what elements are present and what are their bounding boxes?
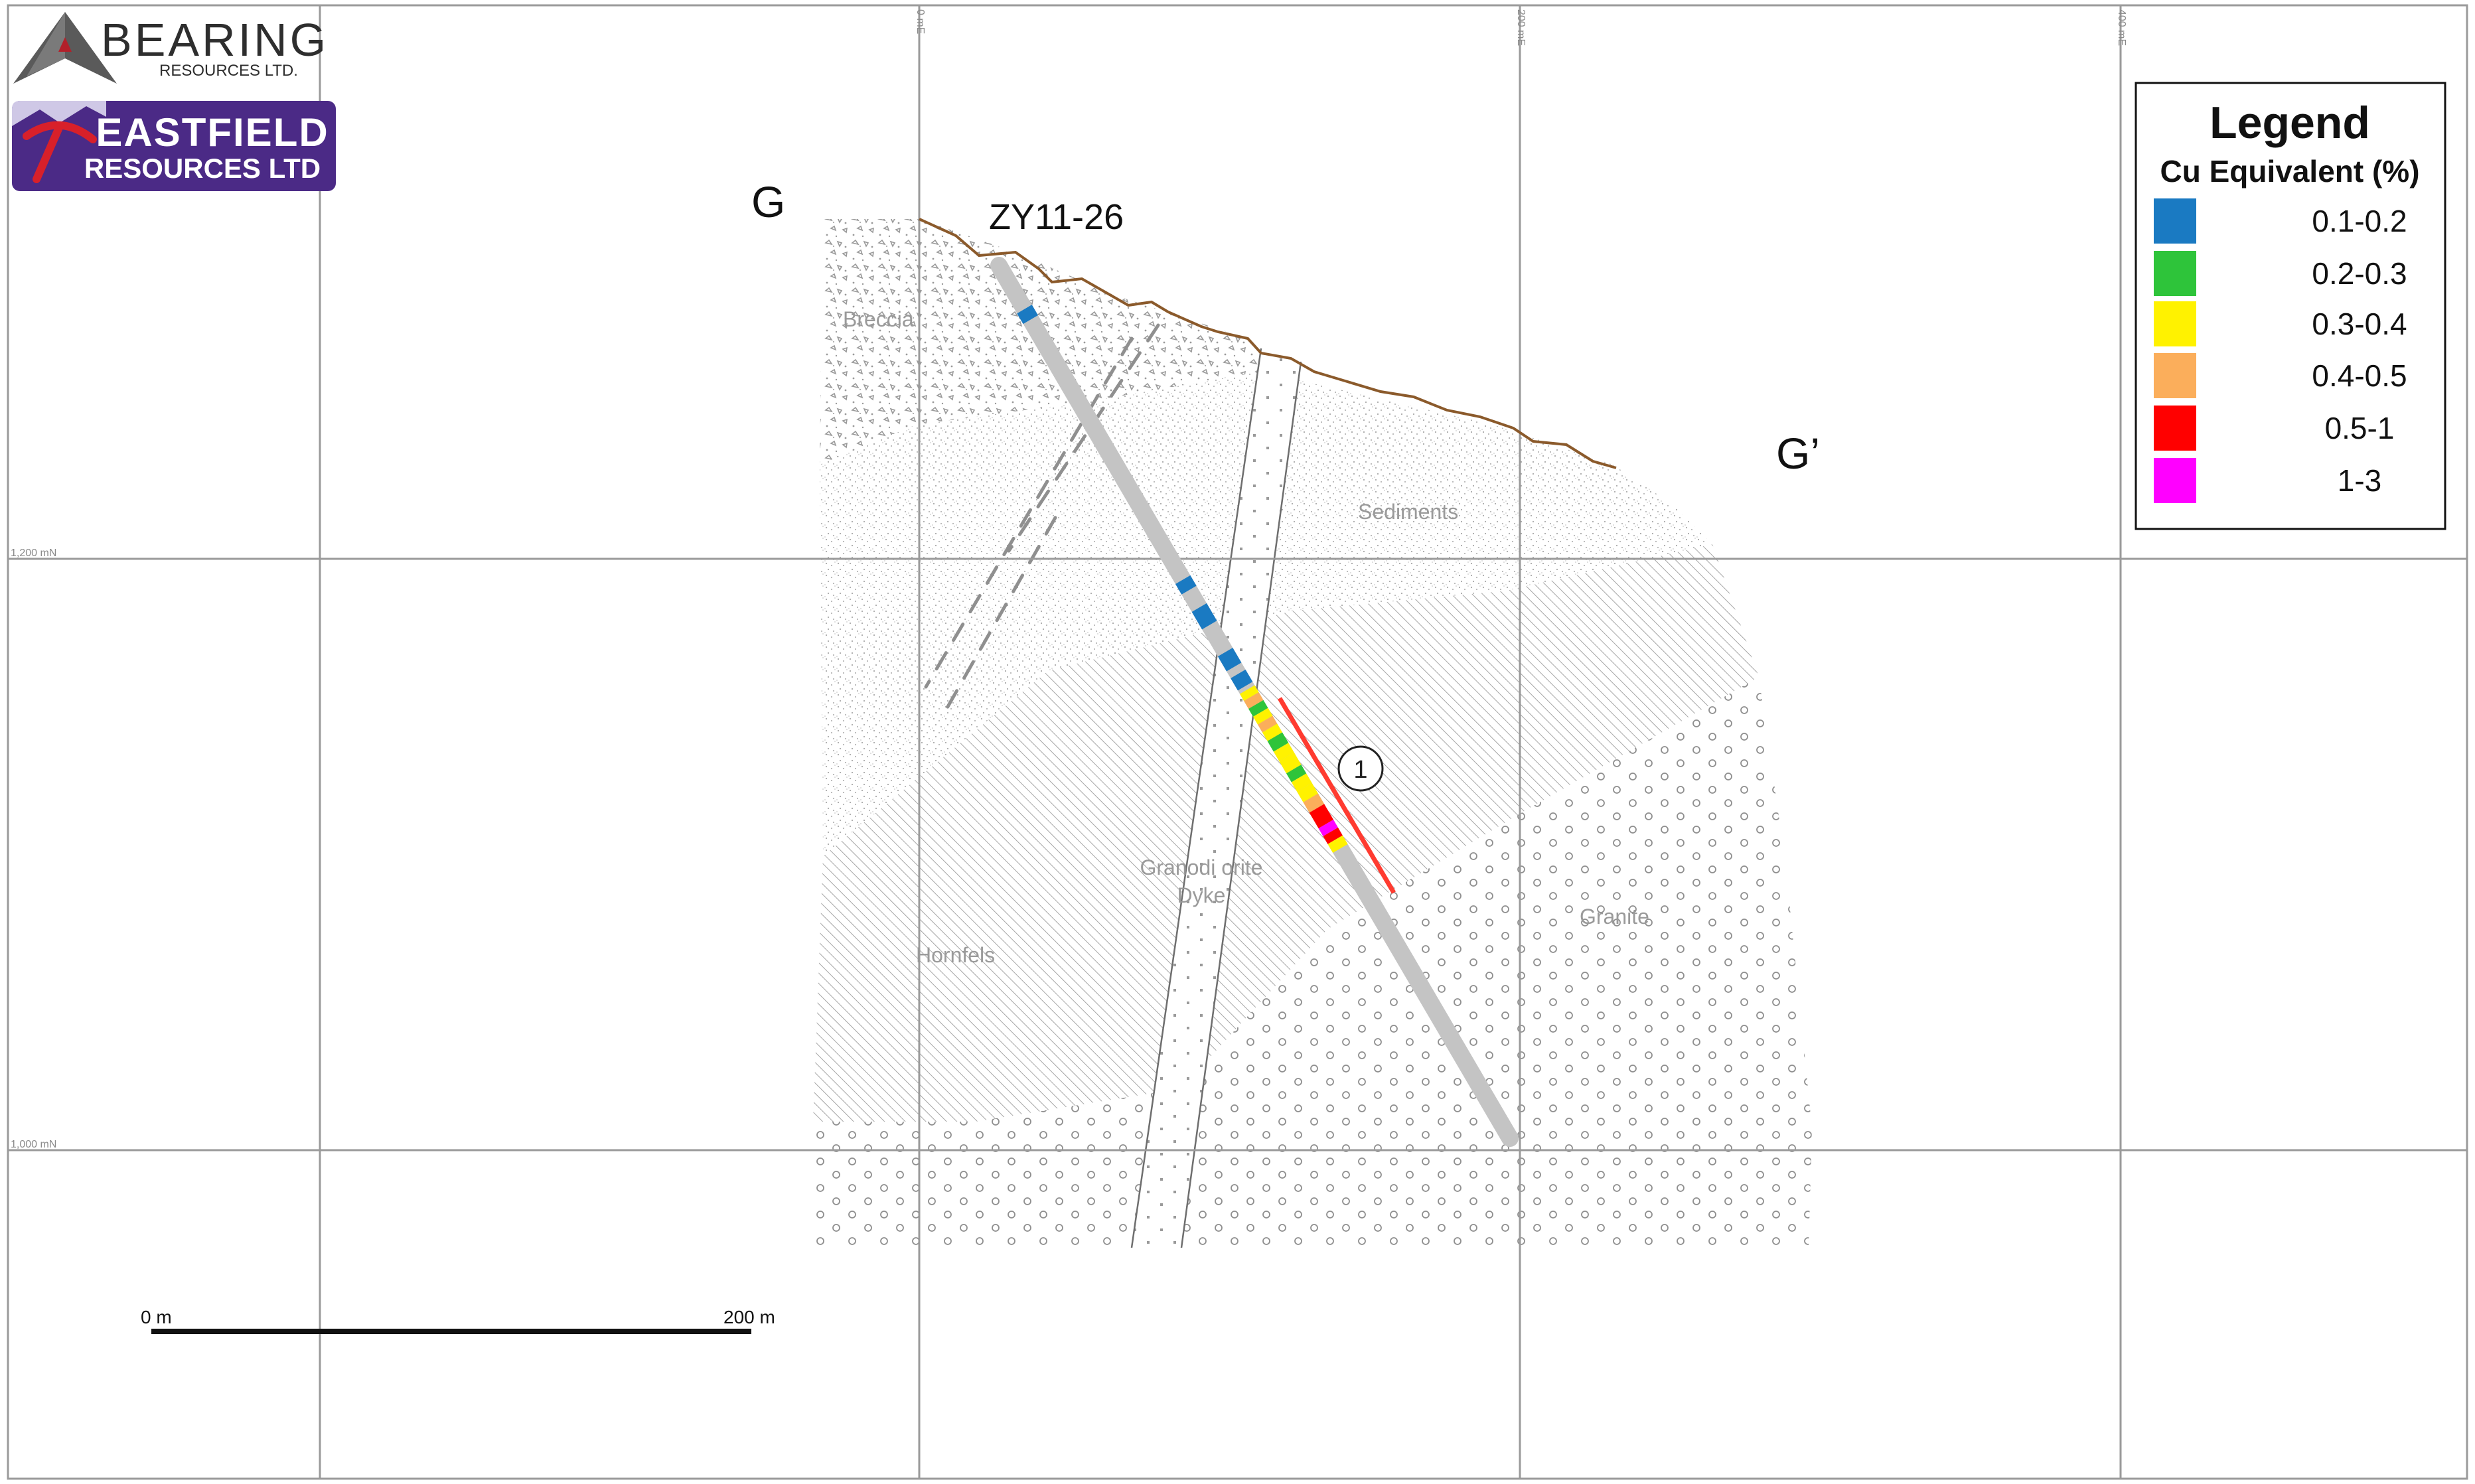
- granodiorite-dyke: [1132, 348, 1301, 1248]
- pickaxe-icon: [23, 121, 97, 183]
- assay-interval: [1175, 575, 1197, 595]
- eastfield-line2: RESOURCES LTD: [84, 153, 321, 184]
- granite-unit: [813, 677, 1812, 1248]
- hornfels-label: Hornfels: [916, 943, 995, 967]
- zone-marker-circle: [1337, 745, 1384, 792]
- grid-labels: 0 mE 200 mE 400 mE 1,200 mN 1,000 mN: [11, 9, 2127, 1150]
- assay-interval: [1017, 305, 1038, 325]
- northing-label: 1,200 mN: [11, 548, 56, 559]
- rock-unit-labels: Breccia Sediments Hornfels Granodi orite…: [843, 307, 1649, 967]
- assay-interval: [1267, 732, 1289, 752]
- scale-bar: 0 m 200 m: [141, 1307, 775, 1334]
- scale-end-label: 200 m: [723, 1307, 775, 1327]
- easting-label: 0 mE: [915, 9, 926, 34]
- legend-swatch: [2154, 251, 2196, 296]
- section-start-label: G: [751, 177, 785, 226]
- assay-intervals: [1017, 305, 1348, 853]
- coordinate-grid: [8, 5, 2467, 1479]
- assay-interval: [1327, 835, 1348, 853]
- assay-interval: [1297, 782, 1318, 802]
- bearing-name: BEARING: [101, 14, 329, 66]
- topography-line: [919, 218, 1617, 469]
- legend-label: 0.1-0.2: [2312, 204, 2407, 238]
- easting-label: 200 mE: [1515, 9, 1527, 46]
- zone-marker-number: 1: [1353, 756, 1367, 784]
- legend-subtitle: Cu Equivalent (%): [2160, 154, 2419, 188]
- assay-interval: [1253, 707, 1273, 725]
- assay-interval: [1262, 723, 1283, 741]
- dyke-contact-east: [1180, 361, 1302, 1248]
- assay-interval: [1309, 804, 1334, 829]
- breccia-label: Breccia: [843, 307, 914, 331]
- eastfield-badge: [12, 101, 336, 191]
- legend-title: Legend: [2210, 98, 2370, 148]
- easting-label: 400 mE: [2116, 9, 2127, 46]
- bearing-logo: BEARING RESOURCES LTD.: [13, 12, 329, 84]
- breccia-fractures: [924, 323, 1160, 712]
- assay-interval: [1286, 765, 1307, 782]
- assay-interval: [1279, 752, 1302, 774]
- legend-label: 1-3: [2338, 463, 2381, 498]
- assay-interval: [1217, 647, 1242, 672]
- bearing-subtitle: RESOURCES LTD.: [159, 62, 298, 80]
- section-end-label: G’: [1776, 429, 1820, 478]
- scale-start-label: 0 m: [141, 1307, 172, 1327]
- drillhole-label: ZY11-26: [989, 197, 1124, 237]
- eastfield-logo: EASTFIELD RESOURCES LTD: [12, 101, 336, 191]
- legend-label: 0.4-0.5: [2312, 358, 2407, 393]
- assay-interval: [1257, 715, 1278, 733]
- legend: Legend Cu Equivalent (%) 0.1-0.20.2-0.30…: [2135, 82, 2446, 530]
- legend-swatch: [2154, 458, 2196, 503]
- hornfels-unit: [813, 544, 1759, 1122]
- legend-label: 0.3-0.4: [2312, 307, 2407, 341]
- dyke-contact-west: [1130, 348, 1262, 1248]
- assay-interval: [1273, 743, 1294, 761]
- assay-interval: [1244, 692, 1264, 709]
- assay-interval: [1318, 820, 1338, 837]
- legend-label: 0.5-1: [2325, 411, 2395, 445]
- dyke-label: Granodi orite: [1140, 855, 1263, 879]
- legend-swatch: [2154, 353, 2196, 398]
- assay-interval: [1191, 603, 1217, 630]
- assay-interval: [1323, 827, 1343, 844]
- legend-swatch: [2154, 406, 2196, 451]
- assay-interval: [1291, 773, 1312, 792]
- mineralized-zone-bar: [1277, 697, 1396, 894]
- granite-label: Granite: [1580, 905, 1649, 928]
- legend-label: 0.2-0.3: [2312, 256, 2407, 291]
- assay-interval: [1240, 685, 1259, 702]
- assay-interval: [1248, 700, 1268, 717]
- dyke-label: Dyke: [1177, 883, 1226, 907]
- assay-interval: [1231, 669, 1253, 691]
- eastfield-line1: EASTFIELD: [96, 110, 329, 155]
- geology-units: [813, 219, 1812, 1248]
- sediments-label: Sediments: [1358, 500, 1458, 524]
- legend-items: 0.1-0.2 0.2-0.3 0.3-0.4 0.4-0.5 0.5-1 1-3: [2154, 198, 2407, 503]
- assay-interval: [1303, 793, 1325, 813]
- legend-swatch: [2154, 198, 2196, 244]
- legend-swatch: [2154, 301, 2196, 346]
- northing-label: 1,000 mN: [11, 1139, 56, 1150]
